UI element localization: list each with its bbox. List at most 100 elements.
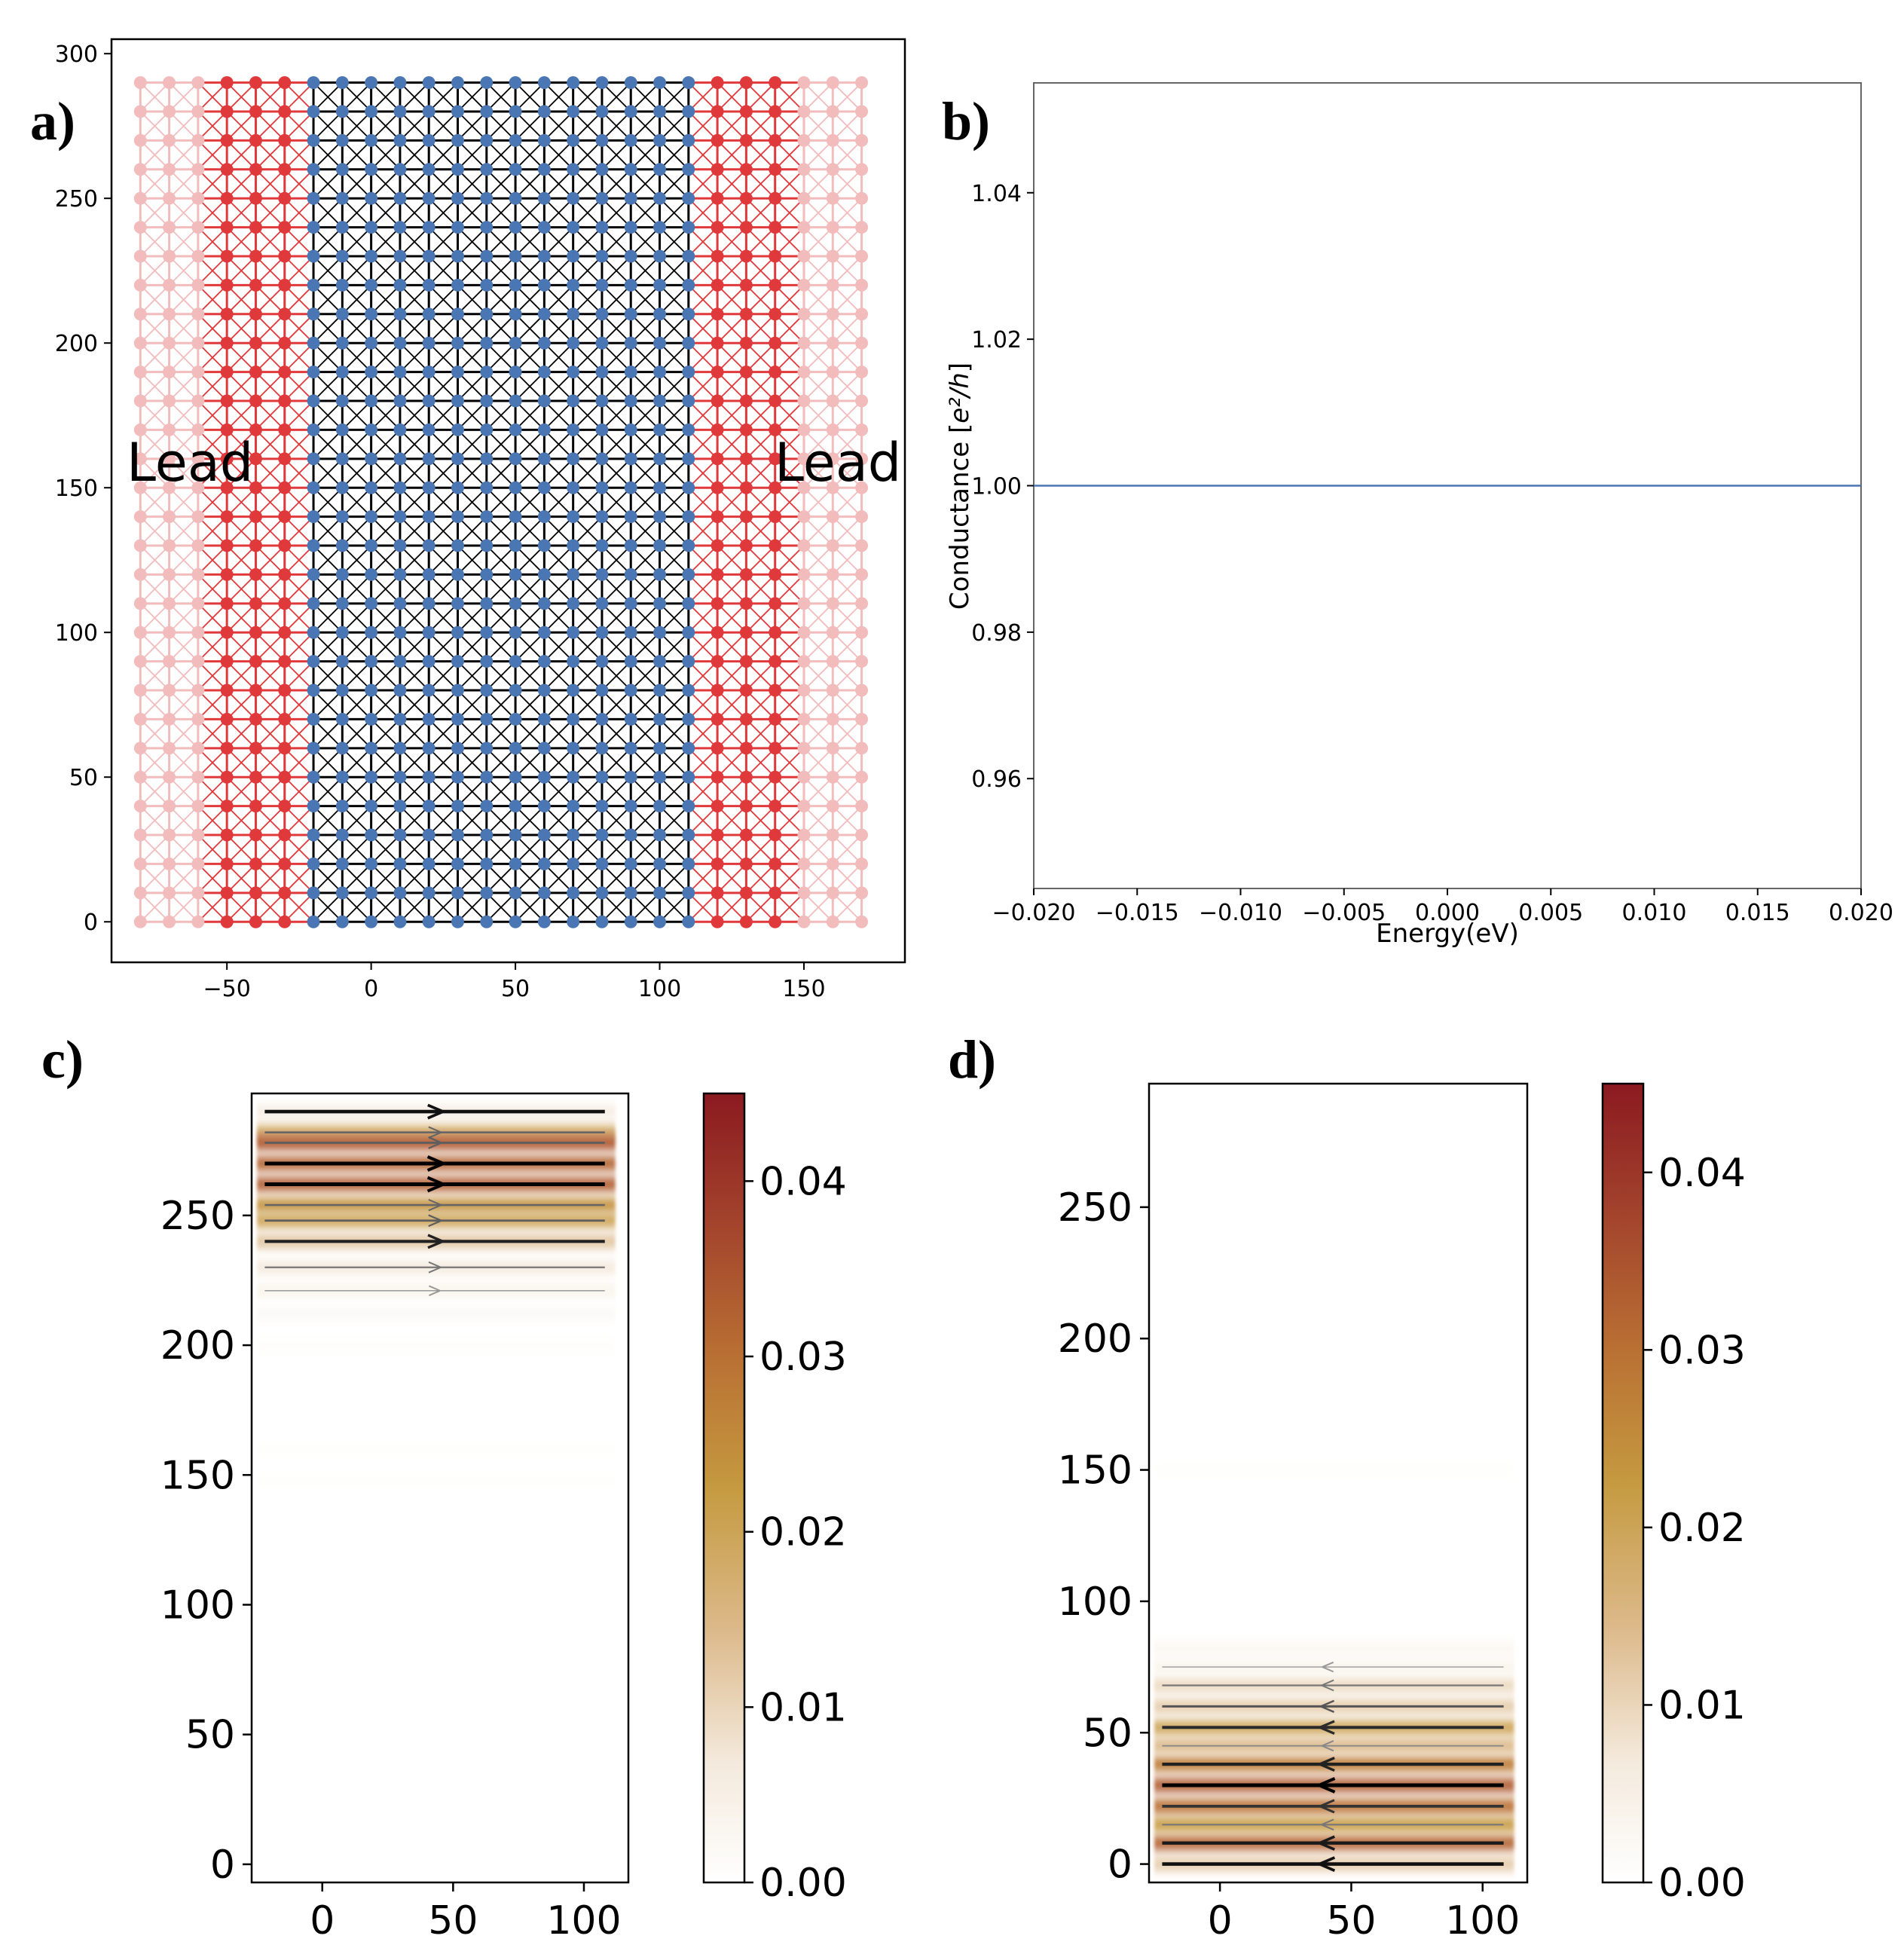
lattice-site	[335, 712, 349, 726]
lattice-bond-diagonal	[313, 834, 343, 865]
lattice-bond-diagonal	[688, 487, 718, 518]
lattice-site	[365, 770, 378, 784]
lattice-site	[826, 481, 839, 494]
lattice-bond-diagonal	[428, 255, 459, 286]
lattice-bond-diagonal	[284, 169, 314, 199]
lattice-bond-diagonal	[775, 545, 805, 576]
lattice-site	[509, 828, 522, 842]
lattice-bond-diagonal	[515, 487, 546, 518]
lattice-bond-diagonal	[515, 313, 546, 344]
lattice-site	[191, 76, 205, 90]
lattice-bond-diagonal	[717, 429, 747, 460]
lattice-site	[769, 742, 782, 755]
lattice-bond-diagonal	[601, 515, 631, 546]
lattice-site	[220, 365, 234, 379]
lattice-site	[739, 712, 753, 726]
lattice-site	[855, 684, 869, 697]
lattice-site	[855, 423, 869, 436]
lattice-bond-diagonal	[543, 515, 574, 546]
lattice-bond-diagonal	[659, 748, 689, 778]
lattice-site	[335, 394, 349, 408]
lattice-site	[191, 684, 205, 697]
y-tick-label: 100	[1058, 1580, 1132, 1625]
lattice-site	[278, 597, 292, 610]
lattice-bond-diagonal	[139, 226, 170, 257]
lattice-site	[624, 828, 637, 842]
lattice-site	[393, 655, 407, 668]
lattice-bond-diagonal	[428, 573, 459, 604]
lattice-site	[711, 163, 724, 176]
lattice-site	[133, 828, 147, 842]
lattice-site	[451, 539, 464, 552]
lattice-site	[682, 510, 695, 524]
lattice-site	[393, 452, 407, 466]
lattice-bond-diagonal	[341, 400, 372, 431]
lattice-bond-diagonal	[226, 603, 257, 633]
lattice-bond-diagonal	[659, 226, 689, 257]
lattice-site	[393, 828, 407, 842]
lattice-site	[480, 423, 494, 436]
panel-c-colorbar-ticks: 0.000.010.020.030.04	[744, 1159, 847, 1906]
lattice-bond-diagonal	[601, 429, 631, 460]
lattice-bond-diagonal	[659, 313, 689, 344]
lattice-site	[480, 684, 494, 697]
lattice-bond-diagonal	[573, 718, 603, 749]
lattice-bond-diagonal	[803, 660, 833, 691]
lattice-bond-diagonal	[341, 776, 372, 807]
lattice-site	[682, 307, 695, 321]
lattice-bond-diagonal	[486, 313, 516, 344]
lattice-site	[739, 597, 753, 610]
density-band	[1154, 1462, 1514, 1478]
lattice-bond-diagonal	[515, 892, 546, 922]
lattice-site	[365, 163, 378, 176]
lattice-bond-diagonal	[745, 863, 776, 894]
lattice-site	[653, 712, 667, 726]
lattice-bond-diagonal	[168, 226, 199, 257]
lattice-bond-diagonal	[226, 660, 257, 691]
x-tick-label: 50	[428, 1898, 478, 1943]
lattice-site	[769, 567, 782, 581]
lattice-bond-diagonal	[630, 197, 661, 228]
lattice-site	[393, 191, 407, 205]
lattice-site	[307, 539, 320, 552]
lattice-bond-diagonal	[255, 776, 286, 807]
lattice-site	[653, 221, 667, 234]
lattice-bond-diagonal	[428, 197, 459, 228]
lattice-bond-diagonal	[341, 690, 372, 720]
lattice-bond-diagonal	[717, 458, 747, 488]
lattice-bond-diagonal	[341, 892, 372, 922]
lattice-bond-diagonal	[370, 834, 401, 865]
lattice-site	[249, 800, 262, 813]
lattice-bond-diagonal	[832, 371, 863, 402]
lattice-bond-diagonal	[745, 284, 776, 315]
lattice-bond-diagonal	[168, 748, 199, 778]
lattice-site	[249, 915, 262, 928]
lattice-site	[480, 770, 494, 784]
lattice-site	[509, 278, 522, 292]
lattice-bond-diagonal	[717, 603, 747, 633]
lattice-bond-diagonal	[832, 139, 863, 170]
lattice-site	[567, 655, 580, 668]
lattice-site	[826, 423, 839, 436]
lattice-bond-diagonal	[688, 197, 718, 228]
lattice-site	[307, 597, 320, 610]
lattice-site	[509, 857, 522, 870]
lattice-site	[826, 394, 839, 408]
lattice-bond-diagonal	[168, 487, 199, 518]
lattice-site	[769, 625, 782, 639]
lattice-site	[480, 191, 494, 205]
lattice-site	[133, 857, 147, 870]
lattice-site	[133, 191, 147, 205]
lattice-site	[711, 539, 724, 552]
lattice-bond-diagonal	[226, 805, 257, 836]
lattice-site	[365, 191, 378, 205]
lattice-site	[711, 567, 724, 581]
lattice-bond-diagonal	[168, 111, 199, 142]
lattice-bond-diagonal	[803, 545, 833, 576]
lattice-bond-diagonal	[168, 632, 199, 662]
lattice-bond-diagonal	[399, 169, 429, 199]
colorbar-tick-label: 0.03	[759, 1335, 847, 1380]
lattice-site	[653, 597, 667, 610]
lattice-site	[711, 915, 724, 928]
lattice-bond-diagonal	[803, 573, 833, 604]
